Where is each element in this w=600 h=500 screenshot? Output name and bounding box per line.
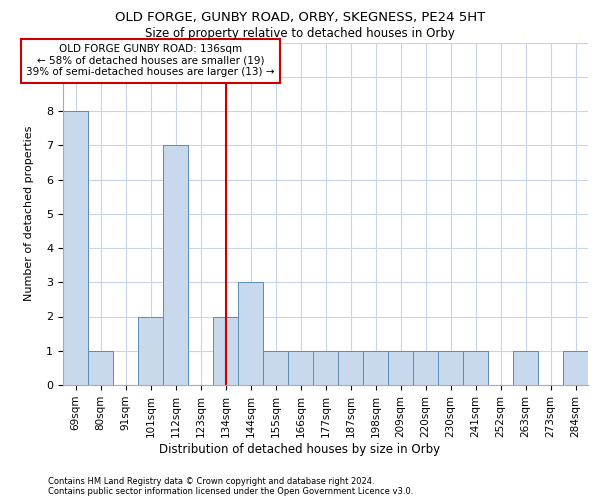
Bar [163, 145, 188, 385]
Bar [288, 351, 313, 385]
Bar [463, 351, 488, 385]
Bar [263, 351, 288, 385]
Bar [63, 111, 88, 385]
Bar [138, 316, 163, 385]
Bar [363, 351, 388, 385]
Bar [338, 351, 363, 385]
Bar [213, 316, 238, 385]
Bar [563, 351, 588, 385]
Y-axis label: Number of detached properties: Number of detached properties [24, 126, 34, 302]
Text: Contains public sector information licensed under the Open Government Licence v3: Contains public sector information licen… [48, 487, 413, 496]
Text: OLD FORGE, GUNBY ROAD, ORBY, SKEGNESS, PE24 5HT: OLD FORGE, GUNBY ROAD, ORBY, SKEGNESS, P… [115, 11, 485, 24]
Bar [513, 351, 538, 385]
Text: OLD FORGE GUNBY ROAD: 136sqm
← 58% of detached houses are smaller (19)
39% of se: OLD FORGE GUNBY ROAD: 136sqm ← 58% of de… [26, 44, 275, 78]
Bar [313, 351, 338, 385]
Bar [413, 351, 438, 385]
Bar [388, 351, 413, 385]
Text: Size of property relative to detached houses in Orby: Size of property relative to detached ho… [145, 28, 455, 40]
Bar [88, 351, 113, 385]
Text: Distribution of detached houses by size in Orby: Distribution of detached houses by size … [160, 442, 440, 456]
Bar [438, 351, 463, 385]
Bar [238, 282, 263, 385]
Text: Contains HM Land Registry data © Crown copyright and database right 2024.: Contains HM Land Registry data © Crown c… [48, 477, 374, 486]
